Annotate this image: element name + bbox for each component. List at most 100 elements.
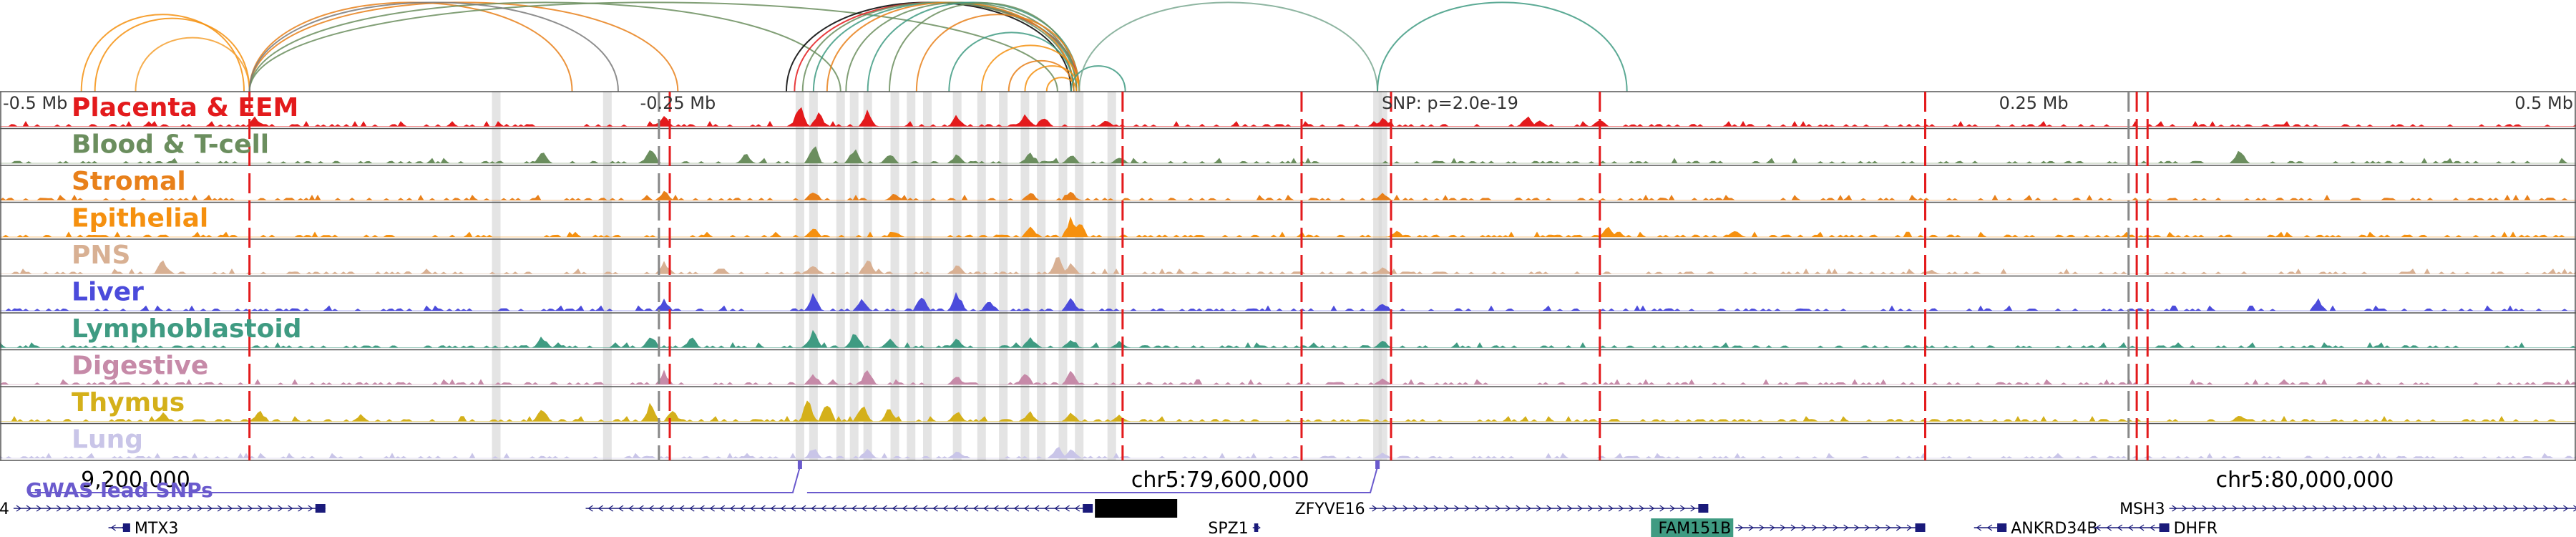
gene-strand-arrow-2-46 bbox=[1054, 505, 1060, 512]
gene-strand-arrow-2-47 bbox=[1064, 505, 1070, 512]
gene-strand-arrow-8-1 bbox=[2106, 524, 2112, 531]
gene-strand-arrow-7-4 bbox=[2212, 505, 2218, 512]
gene-label-3: SPZ1 bbox=[1208, 520, 1248, 537]
gene-strand-arrow-5-13 bbox=[1875, 524, 1880, 531]
track-signal-5 bbox=[0, 291, 2576, 311]
track-label-0: Placenta & EEM bbox=[72, 93, 298, 122]
track-label-1: Blood & T-cell bbox=[72, 130, 269, 160]
gene-strand-arrow-7-18 bbox=[2352, 505, 2358, 512]
gene-strand-arrow-2-26 bbox=[851, 505, 857, 512]
gene-strand-arrow-2-23 bbox=[821, 505, 826, 512]
gene-strand-arrow-4-1 bbox=[1382, 505, 1388, 512]
track-signal-3 bbox=[0, 216, 2576, 238]
loop-arc-23 bbox=[1078, 1, 1379, 92]
gene-strand-arrow-8-4 bbox=[2139, 524, 2145, 531]
gene-strand-arrow-2-33 bbox=[922, 505, 928, 512]
gene-strand-arrow-0-25 bbox=[268, 505, 273, 512]
loop-arc-18 bbox=[980, 44, 1080, 92]
gene-strand-arrow-7-36 bbox=[2533, 505, 2539, 512]
gene-strand-arrow-2-19 bbox=[780, 505, 786, 512]
gene-strand-arrow-1-0 bbox=[110, 524, 116, 531]
gene-strand-arrow-5-10 bbox=[1843, 524, 1849, 531]
gene-strand-arrow-0-22 bbox=[237, 505, 243, 512]
gene-strand-arrow-2-34 bbox=[932, 505, 938, 512]
gene-strand-arrow-0-23 bbox=[247, 505, 253, 512]
gene-strand-arrow-0-6 bbox=[76, 505, 82, 512]
gene-strand-arrow-5-0 bbox=[1737, 524, 1744, 531]
gene-strand-arrow-2-45 bbox=[1044, 505, 1050, 512]
gene-strand-arrow-4-10 bbox=[1474, 505, 1480, 512]
gene-strand-arrow-4-21 bbox=[1587, 505, 1594, 512]
loop-arc-22 bbox=[1070, 65, 1126, 92]
loop-arc-5 bbox=[248, 1, 841, 92]
gene-strand-arrow-5-6 bbox=[1801, 524, 1807, 531]
gene-strand-arrow-0-13 bbox=[147, 505, 152, 512]
gene-strand-arrow-2-21 bbox=[801, 505, 806, 512]
gene-strand-arrow-5-16 bbox=[1906, 524, 1913, 531]
relative-tick-label-0: -0.5 Mb bbox=[3, 93, 67, 113]
gene-strand-arrow-4-9 bbox=[1464, 505, 1470, 512]
gwas-snp-marker-1 bbox=[1375, 460, 1380, 469]
track-signal-4 bbox=[0, 256, 2576, 275]
gene-strand-arrow-0-1 bbox=[26, 505, 32, 512]
gene-strand-arrow-2-38 bbox=[973, 505, 979, 512]
gene-strand-arrow-0-20 bbox=[217, 505, 223, 512]
gene-strand-arrow-7-15 bbox=[2322, 505, 2328, 512]
axes: -0.5 Mb -0.25 Mb 0.25 Mb 0.5 Mb SNP: p=2.0e-… bbox=[3, 93, 2573, 493]
gene-strand-arrow-5-9 bbox=[1833, 524, 1838, 531]
gene-strand-arrow-5-1 bbox=[1748, 524, 1755, 531]
gene-strand-arrow-4-0 bbox=[1372, 505, 1377, 512]
gene-strand-arrow-5-15 bbox=[1896, 524, 1902, 531]
gene-strand-arrow-4-23 bbox=[1608, 505, 1614, 512]
gene-strand-arrow-7-26 bbox=[2432, 505, 2439, 512]
loop-arc-7 bbox=[248, 1, 619, 92]
gene-strand-arrow-4-28 bbox=[1659, 505, 1665, 512]
gene-strand-arrow-7-21 bbox=[2382, 505, 2389, 512]
gene-strand-arrow-4-8 bbox=[1454, 505, 1460, 512]
gene-strand-arrow-2-29 bbox=[882, 505, 887, 512]
track-label-5: Liver bbox=[72, 278, 144, 307]
gene-strand-arrow-7-37 bbox=[2543, 505, 2549, 512]
signal-tracks bbox=[0, 91, 2576, 461]
gene-label-2: SERINC5 bbox=[1097, 500, 1165, 518]
gene-strand-arrow-7-13 bbox=[2302, 505, 2308, 512]
gene-strand-arrow-5-14 bbox=[1885, 524, 1891, 531]
gene-annotation: GWAS lead SNPs THBS4 MTX3 SERINC5 SPZ1 ZFYVE1… bbox=[0, 460, 2576, 537]
gene-strand-arrow-7-25 bbox=[2422, 505, 2429, 512]
loop-arc-11 bbox=[812, 1, 1078, 92]
gwas-snp-connector-0 bbox=[29, 466, 801, 493]
gene-strand-arrow-2-15 bbox=[740, 505, 746, 512]
gene-strand-arrow-2-30 bbox=[892, 505, 898, 512]
gene-strand-arrow-2-35 bbox=[942, 505, 948, 512]
track-signal-6 bbox=[0, 329, 2576, 348]
gene-strand-arrow-4-13 bbox=[1505, 505, 1511, 512]
gwas-snp-connector-1 bbox=[806, 466, 1379, 493]
gene-exon-6 bbox=[1997, 523, 2007, 532]
gene-strand-arrow-2-39 bbox=[983, 505, 989, 512]
gene-strand-arrow-7-33 bbox=[2502, 505, 2509, 512]
gene-strand-arrow-4-30 bbox=[1679, 505, 1686, 512]
gene-strand-arrow-0-4 bbox=[56, 505, 62, 512]
gene-strand-arrow-2-40 bbox=[993, 505, 999, 512]
gene-strand-arrow-2-37 bbox=[962, 505, 969, 512]
gene-strand-arrow-2-8 bbox=[668, 505, 675, 512]
gene-strand-arrow-2-41 bbox=[1003, 505, 1009, 512]
gene-strand-arrow-7-20 bbox=[2372, 505, 2379, 512]
gene-strand-arrow-2-0 bbox=[587, 505, 593, 512]
gene-label-5: FAM151B bbox=[1659, 520, 1732, 537]
gene-strand-arrow-7-32 bbox=[2492, 505, 2499, 512]
track-label-9: Lung bbox=[72, 425, 143, 455]
gene-strand-arrow-4-12 bbox=[1495, 505, 1501, 512]
gene-strand-arrow-7-8 bbox=[2252, 505, 2258, 512]
gene-exon-0 bbox=[315, 504, 326, 513]
gene-strand-arrow-2-28 bbox=[872, 505, 877, 512]
loop-arc-20 bbox=[1024, 65, 1080, 92]
gene-strand-arrow-0-10 bbox=[117, 505, 122, 512]
gene-strand-arrow-4-22 bbox=[1598, 505, 1604, 512]
genomic-tick-label-1: chr5:79,600,000 bbox=[1131, 468, 1309, 493]
gwas-snp-marker-0 bbox=[797, 460, 802, 469]
gene-strand-arrow-7-23 bbox=[2402, 505, 2409, 512]
track-label-4: PNS bbox=[72, 241, 130, 270]
gene-exon-5 bbox=[1915, 523, 1926, 532]
track-label-3: Epithelial bbox=[72, 204, 208, 233]
